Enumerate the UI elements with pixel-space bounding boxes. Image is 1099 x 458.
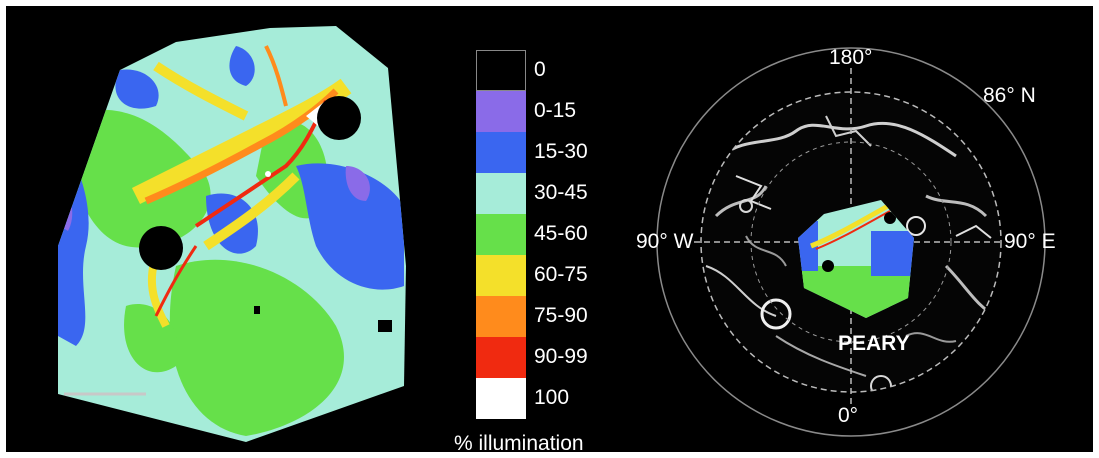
legend-swatch-5 xyxy=(476,255,526,296)
legend-swatch-3 xyxy=(476,173,526,214)
legend-label-2: 15-30 xyxy=(534,140,588,163)
legend-swatch-0 xyxy=(476,50,526,91)
legend-swatch-1 xyxy=(476,91,526,132)
graticule-inner-circle xyxy=(750,141,952,343)
legend-label-7: 90-99 xyxy=(534,345,588,368)
legend-swatch-6 xyxy=(476,296,526,337)
legend-color-bar xyxy=(476,50,526,423)
graticule-outer-circle xyxy=(656,47,1046,437)
legend-label-4: 45-60 xyxy=(534,222,588,245)
legend-swatch-8 xyxy=(476,378,526,419)
label-0: 0° xyxy=(838,404,859,427)
legend-caption: % illumination xyxy=(454,432,584,452)
label-90w: 90° W xyxy=(636,230,694,253)
label-180: 180° xyxy=(829,46,873,69)
legend-swatch-2 xyxy=(476,132,526,173)
illumination-map xyxy=(58,26,406,442)
figure-frame: 0 0-15 15-30 30-45 45-60 60-75 75-90 90-… xyxy=(6,6,1093,452)
peary-crater-label: PEARY xyxy=(838,332,910,355)
legend-label-8: 100 xyxy=(534,386,570,409)
label-90e: 90° E xyxy=(1004,230,1056,253)
legend-label-1: 0-15 xyxy=(534,99,577,122)
legend-label-6: 75-90 xyxy=(534,304,588,327)
legend-label-0: 0 xyxy=(534,58,546,81)
legend-label-3: 30-45 xyxy=(534,181,588,204)
label-86n: 86° N xyxy=(983,84,1036,107)
legend-swatch-4 xyxy=(476,214,526,255)
polar-map xyxy=(656,47,1046,437)
legend-label-5: 60-75 xyxy=(534,263,588,286)
legend-swatch-7 xyxy=(476,337,526,378)
